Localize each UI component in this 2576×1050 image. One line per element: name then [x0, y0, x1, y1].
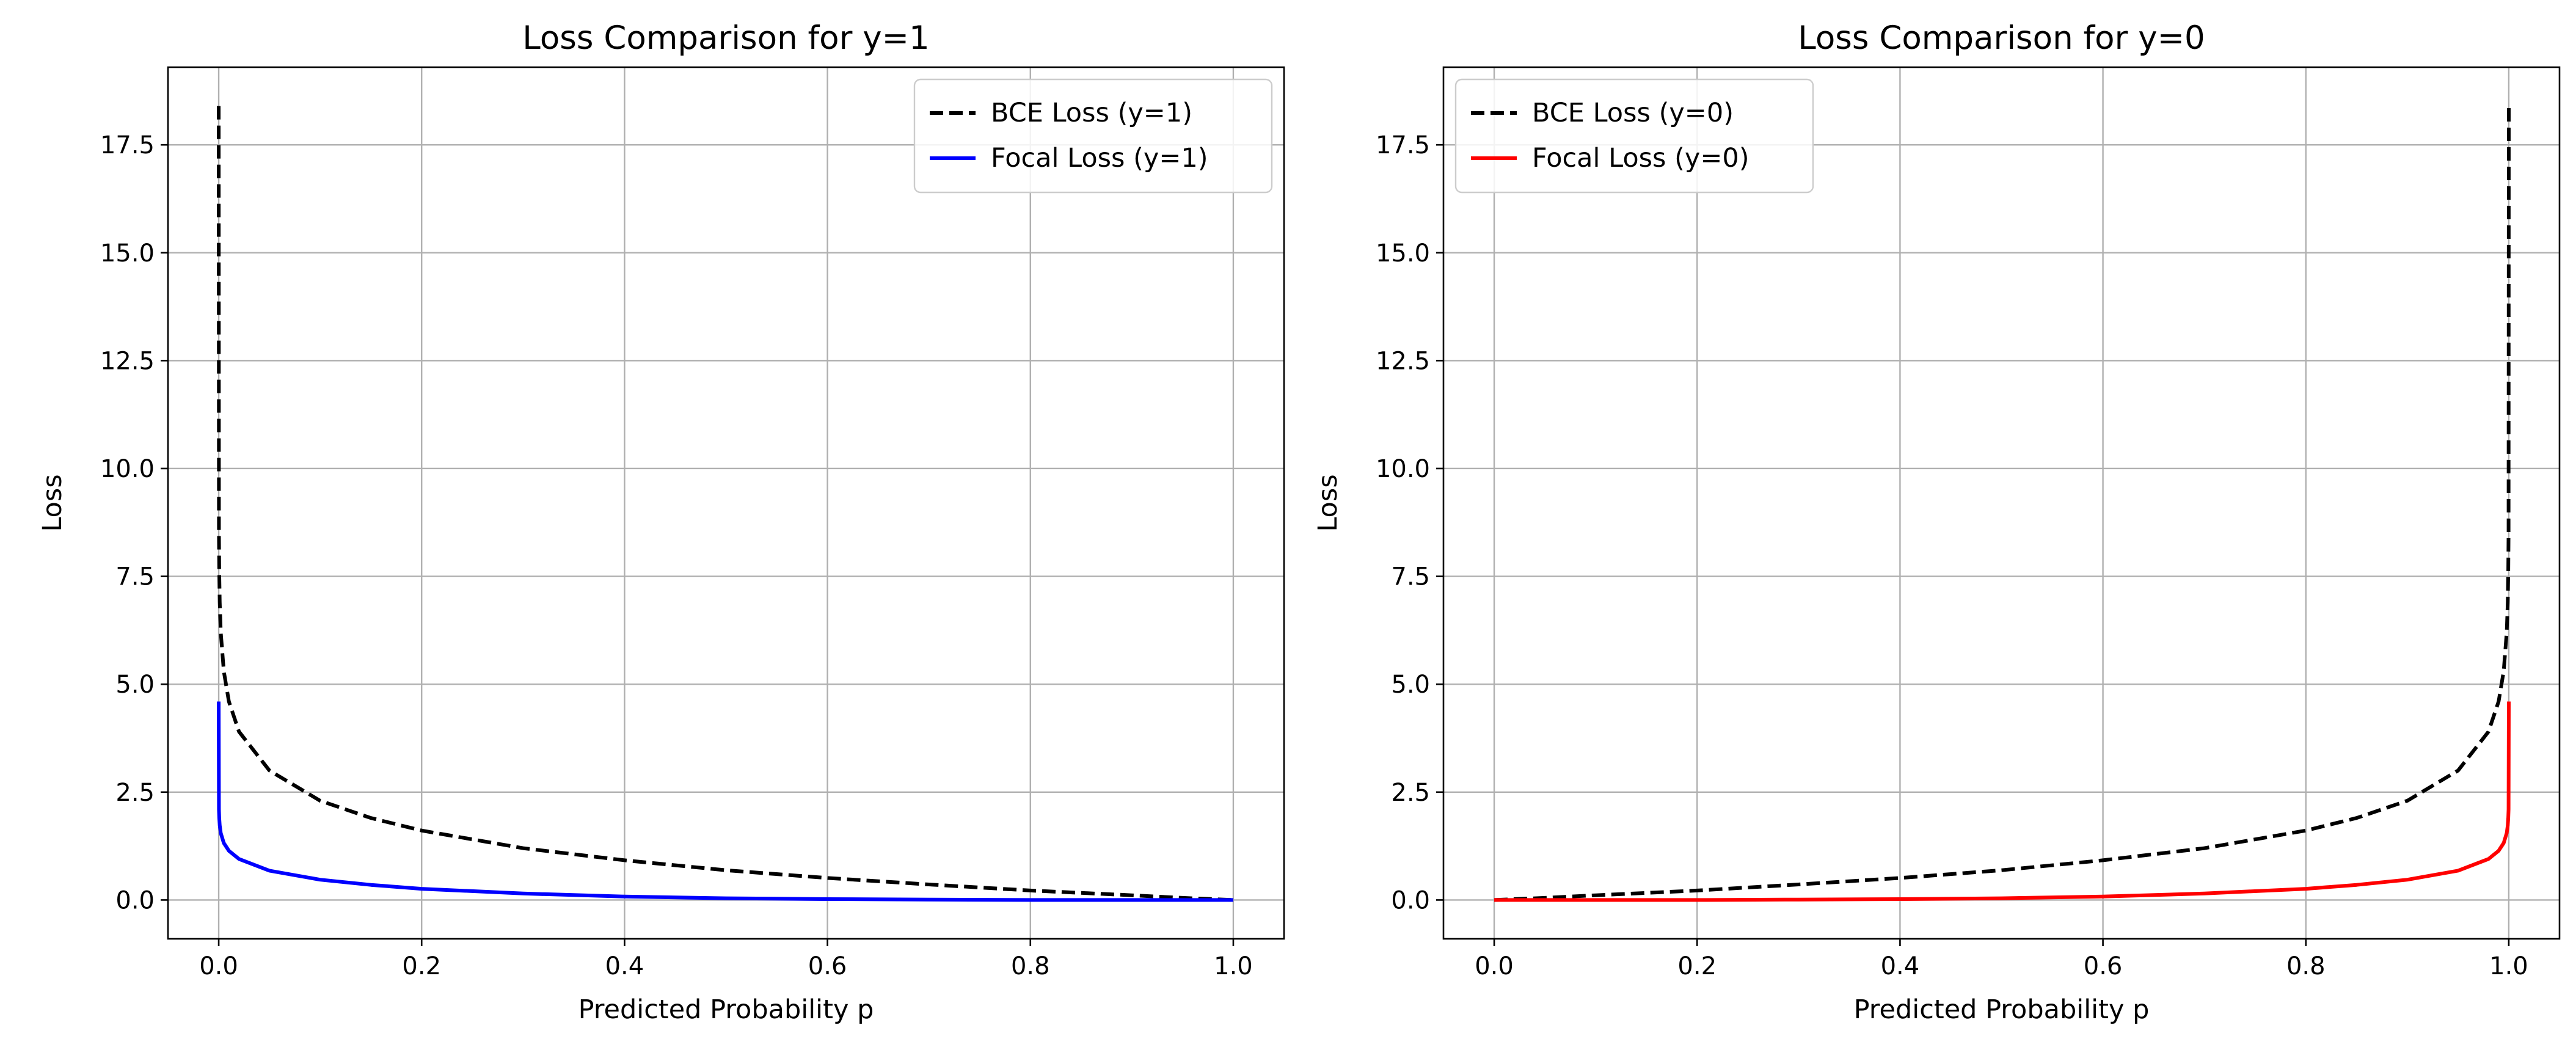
plot-frame [167, 66, 1285, 940]
focal-loss-line [1494, 701, 2511, 902]
legend-label: Focal Loss (y=1) [991, 143, 1208, 173]
bce-loss-line [1494, 106, 2511, 902]
y-tick-label: 12.5 [100, 347, 155, 375]
legend-label: BCE Loss (y=1) [991, 98, 1192, 128]
grid-lines [168, 67, 1284, 939]
y-axis-ticks: 0.0 2.5 5.0 7.5 10.0 12.5 15.0 17.5 [100, 131, 168, 914]
x-tick-label: 1.0 [2489, 952, 2528, 980]
x-axis-ticks: 0.0 0.2 0.4 0.6 0.8 1.0 [199, 939, 1253, 980]
chart-title: Loss Comparison for y=1 [522, 20, 930, 57]
y-tick-label: 5.0 [1391, 671, 1430, 699]
grid-lines [1443, 67, 2560, 939]
x-tick-label: 0.0 [1475, 952, 1514, 980]
legend-label: BCE Loss (y=0) [1532, 98, 1734, 128]
focal-loss-line [217, 701, 1233, 902]
x-tick-label: 0.8 [2286, 952, 2326, 980]
y-tick-label: 0.0 [115, 886, 155, 914]
y-tick-label: 0.0 [1391, 886, 1430, 914]
y-axis-label: Loss [1313, 474, 1343, 531]
y-tick-label: 17.5 [100, 131, 155, 159]
x-axis-ticks: 0.0 0.2 0.4 0.6 0.8 1.0 [1475, 939, 2528, 980]
x-tick-label: 0.4 [1881, 952, 1920, 980]
x-tick-label: 0.0 [199, 952, 238, 980]
bce-loss-line [217, 106, 1234, 902]
x-tick-label: 1.0 [1214, 952, 1253, 980]
chart-panel-y0: 0.0 0.2 0.4 0.6 0.8 1.0 0.0 2.5 5.0 7.5 10.0 12.5 15… [1313, 20, 2561, 1025]
y-tick-label: 12.5 [1376, 347, 1430, 375]
legend-box [1454, 78, 1814, 194]
series-lines [217, 106, 1234, 902]
y-tick-label: 17.5 [1376, 131, 1430, 159]
plot-frame [1442, 66, 2561, 940]
y-tick-label: 7.5 [1391, 563, 1430, 591]
y-tick-label: 2.5 [1391, 779, 1430, 807]
legend-label: Focal Loss (y=0) [1532, 143, 1750, 173]
series-lines [1494, 106, 2511, 902]
x-tick-label: 0.2 [402, 952, 441, 980]
y-tick-label: 10.0 [100, 455, 155, 483]
y-axis-label: Loss [37, 474, 68, 531]
x-tick-label: 0.2 [1677, 952, 1717, 980]
y-tick-label: 10.0 [1376, 455, 1430, 483]
legend-box [913, 78, 1273, 194]
chart-panel-y1: 0.0 0.2 0.4 0.6 0.8 1.0 0.0 2.5 5.0 7.5 10.0 12.5 15… [37, 20, 1285, 1025]
y-tick-label: 7.5 [115, 563, 155, 591]
x-axis-label: Predicted Probability p [1854, 994, 2150, 1025]
y-tick-label: 15.0 [100, 239, 155, 268]
legend: BCE Loss (y=1) Focal Loss (y=1) [913, 78, 1273, 194]
y-tick-label: 5.0 [115, 671, 155, 699]
x-tick-label: 0.6 [2084, 952, 2123, 980]
x-tick-label: 0.6 [808, 952, 847, 980]
legend: BCE Loss (y=0) Focal Loss (y=0) [1454, 78, 1814, 194]
y-axis-ticks: 0.0 2.5 5.0 7.5 10.0 12.5 15.0 17.5 [1376, 131, 1443, 914]
x-axis-label: Predicted Probability p [578, 994, 874, 1025]
x-tick-label: 0.4 [605, 952, 644, 980]
chart-title: Loss Comparison for y=0 [1798, 20, 2205, 57]
x-tick-label: 0.8 [1011, 952, 1050, 980]
y-tick-label: 2.5 [115, 779, 155, 807]
y-tick-label: 15.0 [1376, 239, 1430, 268]
